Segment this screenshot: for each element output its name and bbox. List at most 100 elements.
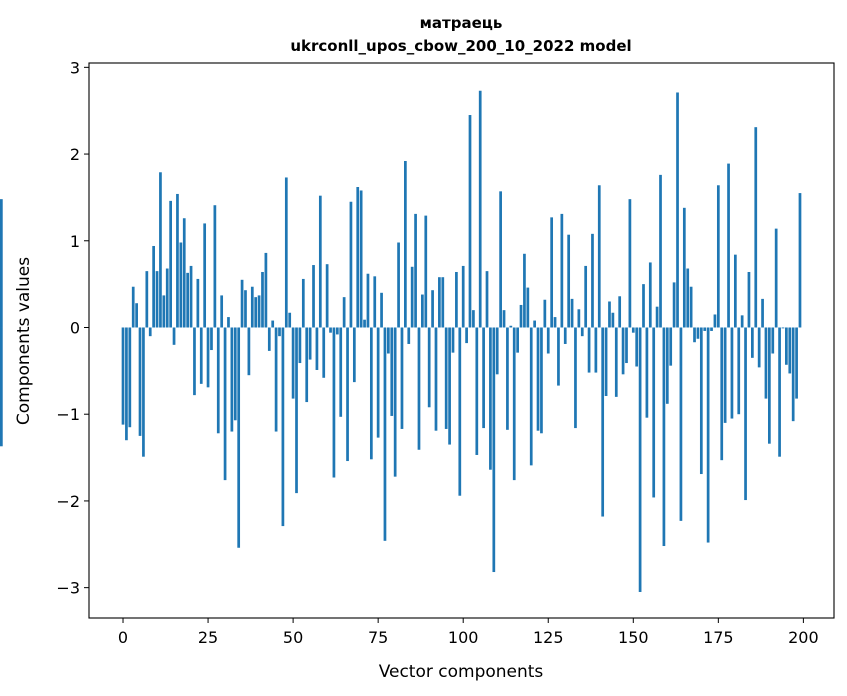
bar: [182, 218, 186, 328]
bar: [768, 327, 771, 444]
bar: [244, 290, 247, 328]
bar: [172, 327, 176, 345]
bar: [349, 201, 353, 328]
bar: [274, 327, 278, 432]
bar: [625, 327, 628, 364]
bar: [359, 190, 363, 328]
bar: [278, 327, 281, 337]
bar: [614, 327, 618, 397]
bar: [369, 327, 373, 460]
bar: [529, 327, 533, 466]
bar: [312, 265, 315, 328]
bar: [223, 327, 227, 481]
bar: [516, 327, 519, 353]
bar: [291, 327, 295, 399]
bar: [485, 271, 489, 328]
bar: [519, 304, 523, 328]
y-tick-label: −2: [56, 492, 80, 511]
bar: [356, 187, 360, 328]
bar: [543, 299, 547, 328]
bar: [689, 286, 693, 328]
bar: [227, 317, 230, 328]
bar: [737, 327, 741, 415]
bar: [791, 327, 795, 422]
x-tick-label: 75: [368, 628, 388, 647]
bar: [482, 327, 485, 429]
bar: [199, 327, 203, 384]
bar: [315, 327, 319, 370]
bar: [696, 327, 700, 339]
bar: [444, 327, 448, 429]
bar: [764, 327, 768, 399]
bar: [754, 127, 758, 328]
bar: [281, 327, 285, 527]
bar: [397, 242, 400, 328]
bar: [495, 327, 499, 375]
bar: [165, 268, 169, 328]
bar: [339, 327, 343, 417]
bar: [247, 327, 251, 376]
bar: [305, 327, 309, 403]
bar: [233, 327, 237, 421]
bar: [648, 262, 652, 328]
bar: [747, 271, 751, 328]
bar: [267, 327, 271, 351]
bar: [407, 327, 411, 344]
y-axis-label: Components values: [14, 257, 34, 425]
bar: [414, 213, 417, 328]
x-tick-label: 0: [118, 628, 128, 647]
bar: [465, 327, 468, 344]
y-tick-label: 2: [70, 145, 80, 164]
bar: [492, 327, 496, 573]
bar: [740, 315, 744, 328]
x-tick-label: 175: [703, 628, 734, 647]
bar: [645, 327, 649, 418]
bar: [346, 327, 349, 462]
bar: [417, 327, 421, 450]
bar: [142, 327, 145, 457]
bar: [332, 327, 336, 478]
bar: [669, 327, 673, 366]
bar: [322, 327, 326, 378]
bar: [604, 327, 608, 396]
bar: [352, 327, 356, 383]
bar: [131, 286, 135, 328]
bar: [710, 327, 713, 331]
bar: [478, 90, 482, 328]
bar: [659, 174, 662, 328]
bar: [288, 312, 292, 328]
bar: [152, 245, 155, 328]
bar: [706, 327, 710, 543]
bar: [676, 92, 679, 328]
bar: [308, 327, 312, 360]
bar: [720, 327, 724, 461]
chart-title: матраець: [420, 14, 503, 32]
bar: [570, 298, 574, 328]
bar: [162, 295, 166, 328]
bars-group: [0, 90, 802, 592]
bar: [628, 199, 632, 328]
bar: [176, 193, 179, 328]
bar: [410, 266, 414, 328]
bar: [560, 213, 564, 328]
bar: [393, 327, 397, 477]
bar: [261, 271, 264, 328]
x-tick-label: 150: [618, 628, 649, 647]
bar: [577, 309, 581, 328]
bar: [468, 115, 472, 328]
bar: [785, 327, 788, 365]
bar: [523, 253, 526, 328]
bar: [472, 310, 475, 328]
bar: [380, 292, 383, 328]
bar: [506, 327, 509, 430]
bar: [608, 301, 611, 328]
bar: [325, 264, 329, 328]
bar: [237, 327, 241, 548]
bar: [686, 268, 690, 328]
bar: [580, 327, 584, 337]
bar: [329, 327, 332, 333]
bar: [318, 195, 322, 328]
bar: [461, 265, 465, 328]
x-tick-label: 25: [198, 628, 218, 647]
